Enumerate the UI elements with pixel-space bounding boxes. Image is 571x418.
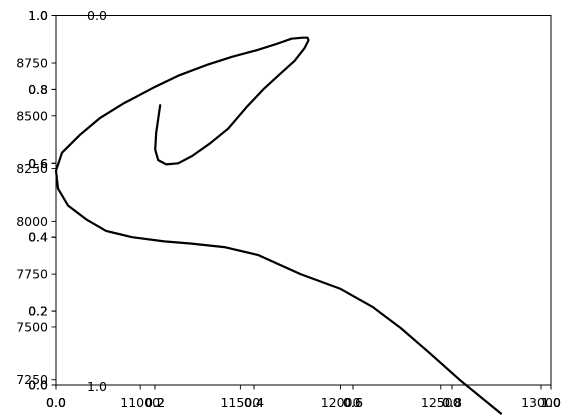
inset-y-tick-4-label: 0.8 xyxy=(28,82,48,97)
overlay-x-tick-0-5-label: 1.0 xyxy=(541,395,561,410)
inset-x-tick-1-label: 0.2 xyxy=(145,395,165,410)
overlay-y-tick-0-2-label: 0.4 xyxy=(28,230,48,245)
y-tick-5-label: 8500 xyxy=(16,108,48,123)
inset-bottom-label: 1.0 xyxy=(87,379,107,394)
inset-x-tick-0-label: 0.0 xyxy=(46,395,66,410)
overlay-y-tick-1-0-label: 0.0 xyxy=(28,378,48,393)
overlay-y-tick-1-3-label: 0.6 xyxy=(28,156,48,171)
overlay-x-tick-1-1-label: 0.2 xyxy=(145,395,165,410)
overlay-y-tick-1-4-label: 0.8 xyxy=(28,82,48,97)
overlay-y-tick-1-2-label: 0.4 xyxy=(28,230,48,245)
plot-area xyxy=(54,36,502,415)
overlay-y-tick-1-1-label: 0.2 xyxy=(28,304,48,319)
y-tick-4-label: 8250 xyxy=(16,161,48,176)
overlay-y-tick-0-0-label: 0.0 xyxy=(28,378,48,393)
x-tick-1-label: 11500 xyxy=(220,395,260,410)
overlay-y-tick-0-3-label: 0.6 xyxy=(28,156,48,171)
overlay-x-tick-0-0-label: 0.0 xyxy=(46,395,66,410)
inset-y-tick-0-label: 0.0 xyxy=(28,378,48,393)
inset-y-tick-2-label: 0.4 xyxy=(28,230,48,245)
overlay-y-tick-0-1-label: 0.2 xyxy=(28,304,48,319)
axes-frame xyxy=(55,15,552,386)
overlay-x-tick-0-2-label: 0.4 xyxy=(244,395,264,410)
overlay-x-tick-0-3-label: 0.6 xyxy=(343,395,363,410)
x-tick-3-label: 12500 xyxy=(421,395,461,410)
inset-x-tick-3-label: 0.6 xyxy=(343,395,363,410)
y-tick-0-label: 7250 xyxy=(16,372,48,387)
inset-y-tick-1-label: 0.2 xyxy=(28,304,48,319)
y-tick-3-label: 8000 xyxy=(16,214,48,229)
y-tick-1-label: 7500 xyxy=(16,319,48,334)
overlay-x-tick-1-0-label: 0.0 xyxy=(46,395,66,410)
inset-y-tick-3-label: 0.6 xyxy=(28,156,48,171)
inset-x-tick-2-label: 0.4 xyxy=(244,395,264,410)
overlay-y-tick-0-4-label: 0.8 xyxy=(28,82,48,97)
x-tick-2-label: 12000 xyxy=(321,395,361,410)
overlay-x-tick-1-4-label: 0.8 xyxy=(442,395,462,410)
overlay-x-tick-0-1-label: 0.2 xyxy=(145,395,165,410)
y-tick-2-label: 7750 xyxy=(16,267,48,282)
overlay-x-tick-1-2-label: 0.4 xyxy=(244,395,264,410)
inset-x-tick-4-label: 0.8 xyxy=(442,395,462,410)
x-tick-0-label: 11000 xyxy=(120,395,160,410)
tick-layer: 0.0 0.2 0.4 0.6 0.8 1.00.00.20.40.60.81.00.0 0… xyxy=(16,8,561,410)
y-tick-6-label: 8750 xyxy=(16,56,48,71)
inset-y-tick-5-label: 1.0 xyxy=(28,8,48,23)
overlay-x-tick-1-3-label: 0.6 xyxy=(343,395,363,410)
overlay-x-tick-1-5-label: 1.0 xyxy=(541,395,561,410)
overlay-x-tick-0-4-label: 0.8 xyxy=(442,395,462,410)
overlay-y-tick-0-5-label: 1.0 xyxy=(28,8,48,23)
spiral-series-line xyxy=(54,36,502,415)
x-tick-4-label: 13000 xyxy=(521,395,561,410)
overlay-y-tick-1-5-label: 1.0 xyxy=(28,8,48,23)
inset-x-tick-5-label: 1.0 xyxy=(541,395,561,410)
